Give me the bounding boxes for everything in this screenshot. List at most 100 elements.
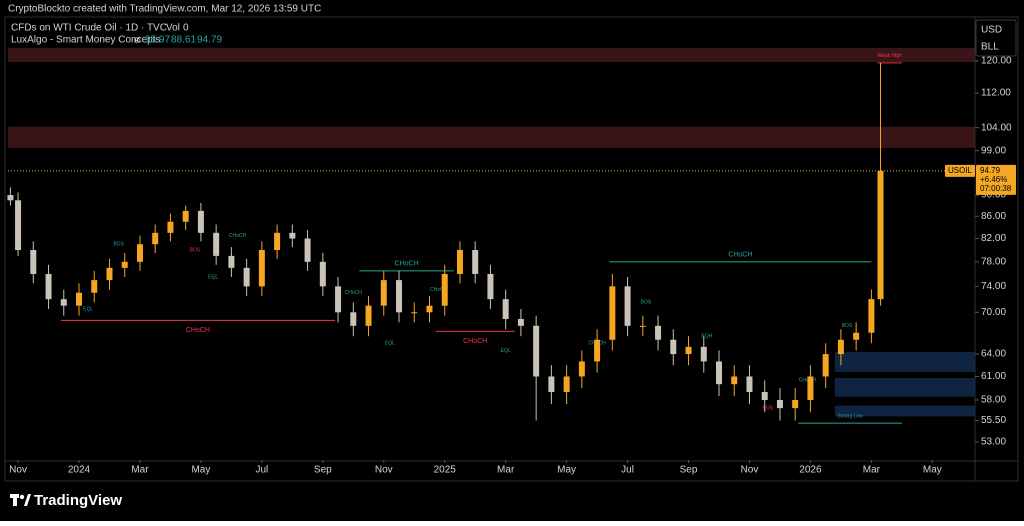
candle-body (243, 267, 250, 287)
candle-body (807, 376, 814, 401)
candle-body (197, 210, 204, 233)
zone (8, 47, 975, 63)
currency: USD (981, 25, 1002, 36)
annotation: CHoCH (229, 233, 247, 239)
candle-body (350, 312, 357, 326)
x-tick-label: Mar (497, 465, 515, 476)
annotation: CHoCH (430, 287, 448, 293)
candle-body (396, 280, 403, 313)
candle-body (335, 286, 342, 313)
candle-body (106, 267, 113, 281)
candle-body (91, 280, 98, 293)
candle-body (121, 261, 128, 268)
candle-body (289, 232, 296, 239)
candle-body (15, 200, 22, 251)
candle-body (426, 305, 433, 313)
candle-body (411, 312, 418, 314)
candle-body (319, 261, 326, 287)
last-price: 94.79 (980, 166, 1001, 175)
unit-box[interactable] (975, 19, 1017, 57)
annotation: EQL (501, 348, 511, 354)
symbol: USOIL (948, 166, 973, 175)
candle-body (365, 305, 372, 326)
candle-body (441, 273, 448, 306)
candle-body (548, 376, 555, 393)
candle-body (868, 299, 875, 333)
candle-body (761, 392, 768, 401)
x-tick-label: Sep (680, 465, 698, 476)
indicator-name: LuxAlgo - Smart Money Concepts (11, 35, 161, 46)
annotation: EQL (385, 341, 395, 347)
y-tick-label: 78.00 (981, 256, 1006, 267)
candle-body (228, 255, 235, 268)
zone (8, 126, 975, 148)
y-tick-label: 70.00 (981, 307, 1006, 318)
candle-body (731, 376, 738, 385)
candle-body (487, 273, 494, 300)
annotation: BOS (762, 405, 773, 411)
x-tick-label: 2025 (434, 465, 457, 476)
countdown: 07:00:38 (980, 184, 1012, 193)
level-label: CHoCH (728, 252, 752, 259)
candle-body (594, 339, 601, 362)
chart-frame (4, 16, 1019, 482)
candle-body (655, 325, 662, 340)
candle-body (152, 232, 159, 245)
x-tick-label: 2026 (799, 465, 822, 476)
x-tick-label: Mar (863, 465, 881, 476)
y-tick-label: 86.00 (981, 211, 1006, 222)
indicator-symbol: ⌀ (134, 35, 140, 46)
annotation: BOS (842, 323, 853, 329)
chart-title: CFDs on WTI Crude Oil · 1D · TVC (11, 23, 167, 34)
candle-body (167, 221, 174, 233)
y-tick-label: 74.00 (981, 281, 1006, 292)
unit: BLL (981, 42, 999, 53)
annotation: EQL (208, 274, 218, 280)
candle-body (136, 244, 143, 262)
y-tick-label: 55.50 (981, 415, 1006, 426)
annotation: CHoCH (345, 290, 363, 296)
candle-body (30, 250, 37, 274)
price-tag (976, 164, 1016, 195)
y-tick-label: 53.00 (981, 437, 1006, 448)
y-tick-label: 64.00 (981, 349, 1006, 360)
candle-body (685, 346, 692, 355)
candle-body (456, 250, 463, 274)
candle-body (746, 376, 753, 393)
candle-body (533, 325, 540, 377)
candle-body (700, 346, 707, 362)
x-tick-label: Jul (621, 465, 634, 476)
x-tick-label: Mar (131, 465, 149, 476)
candle-body (304, 238, 311, 262)
candle-body (472, 250, 479, 274)
annotation: EQH (701, 334, 712, 340)
y-tick-label: 82.00 (981, 233, 1006, 244)
candle-body (182, 210, 189, 222)
y-tick-label: 61.00 (981, 371, 1006, 382)
credit: CryptoBlockto created with TradingView.c… (8, 4, 321, 15)
y-tick-label: 90.00 (981, 190, 1006, 201)
level-label: Strong Low (837, 413, 863, 419)
volume-value: 0 (183, 23, 189, 34)
level-label: CHoCH (395, 261, 419, 268)
candle-body (837, 339, 844, 355)
x-tick-label: Nov (9, 465, 27, 476)
candle-body (853, 332, 860, 340)
level-label: CHoCH (463, 338, 487, 345)
candle-body (822, 354, 829, 377)
candle-body (258, 250, 265, 287)
candle-body (578, 361, 585, 377)
candle-body (609, 286, 616, 340)
annotation: BOS (190, 247, 201, 253)
candle-body (45, 273, 52, 300)
volume-label: Vol (166, 23, 180, 34)
zone (834, 351, 975, 372)
candle-body (792, 400, 799, 409)
brand-logo: TradingView (10, 492, 122, 509)
zone (834, 405, 975, 417)
x-tick-label: Nov (375, 465, 393, 476)
annotation: BOS (641, 300, 652, 306)
y-tick-label: 99.00 (981, 145, 1006, 156)
symbol-tag (945, 164, 975, 177)
